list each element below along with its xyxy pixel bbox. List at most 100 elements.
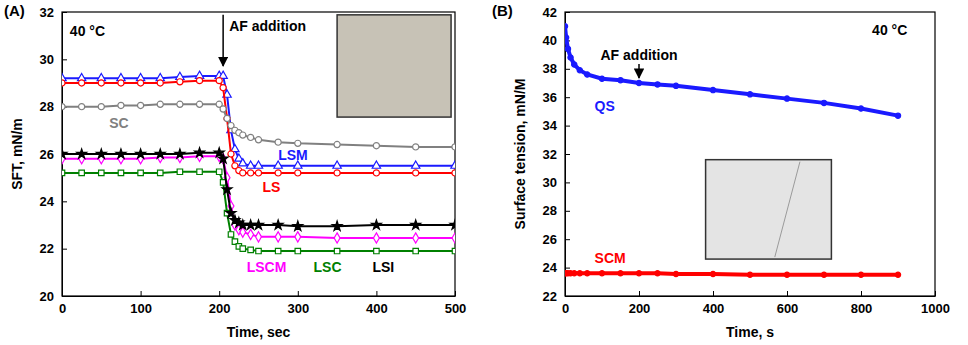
series-marker bbox=[118, 170, 123, 175]
series-marker bbox=[157, 101, 163, 107]
x-tick: 400 bbox=[703, 291, 725, 316]
y-tick: 28 bbox=[40, 99, 67, 114]
series-marker bbox=[248, 247, 253, 252]
series-marker bbox=[138, 80, 144, 86]
series-marker bbox=[821, 100, 826, 105]
series-marker bbox=[177, 169, 182, 174]
series-marker bbox=[673, 83, 678, 88]
x-tick: 600 bbox=[777, 291, 799, 316]
series-marker bbox=[220, 85, 226, 91]
series-label: LSC bbox=[314, 259, 342, 275]
series-marker bbox=[240, 246, 245, 251]
series-marker bbox=[218, 154, 228, 163]
x-tick-mark bbox=[787, 291, 788, 296]
series-marker bbox=[568, 55, 573, 60]
x-tick-mark bbox=[713, 291, 714, 296]
series-marker bbox=[858, 272, 863, 277]
x-tick: 300 bbox=[287, 291, 309, 316]
annotation-text: AF addition bbox=[601, 47, 678, 63]
series-marker bbox=[224, 115, 230, 121]
series-marker bbox=[858, 106, 863, 111]
y-tick-mark bbox=[565, 211, 570, 212]
series-marker bbox=[96, 149, 106, 158]
x-tick-mark bbox=[935, 291, 936, 296]
plot-frame bbox=[62, 12, 455, 296]
inset-detail bbox=[775, 162, 800, 257]
series-marker bbox=[116, 149, 126, 158]
series-marker bbox=[332, 221, 342, 230]
series-marker bbox=[256, 248, 261, 253]
series-marker bbox=[618, 78, 623, 83]
y-tick-mark bbox=[565, 154, 570, 155]
y-tick-mark bbox=[62, 249, 67, 250]
series-marker bbox=[295, 248, 300, 253]
y-tick-label: 28 bbox=[40, 99, 54, 114]
series-marker bbox=[273, 220, 283, 229]
x-tick-label: 1000 bbox=[921, 301, 950, 316]
series-marker bbox=[599, 76, 604, 81]
x-axis-title: Time, s bbox=[726, 324, 774, 340]
x-tick-label: 0 bbox=[562, 301, 569, 316]
series-marker bbox=[275, 232, 281, 242]
series-marker bbox=[413, 248, 418, 253]
y-tick: 22 bbox=[543, 289, 570, 304]
series-marker bbox=[228, 151, 234, 157]
x-tick: 400 bbox=[366, 291, 388, 316]
y-tick: 30 bbox=[543, 175, 570, 190]
series-line bbox=[565, 273, 898, 274]
y-tick-mark bbox=[565, 296, 570, 297]
series-marker bbox=[371, 220, 381, 229]
series-marker bbox=[373, 143, 379, 149]
series-line bbox=[62, 104, 455, 147]
series-marker bbox=[374, 248, 379, 253]
y-tick-mark bbox=[565, 12, 570, 13]
data-group bbox=[565, 24, 901, 278]
y-axis: 20222426283032 bbox=[40, 5, 67, 304]
series-marker bbox=[334, 170, 340, 176]
y-tick-mark bbox=[62, 296, 67, 297]
series-marker bbox=[228, 232, 233, 237]
series-marker bbox=[222, 184, 232, 193]
series-marker bbox=[599, 271, 604, 276]
series-marker bbox=[572, 62, 577, 67]
y-tick-label: 36 bbox=[543, 90, 557, 105]
series-marker bbox=[710, 87, 715, 92]
series-marker bbox=[138, 102, 144, 108]
y-tick-label: 38 bbox=[543, 61, 557, 76]
y-tick: 42 bbox=[543, 5, 570, 20]
series-marker bbox=[62, 80, 65, 86]
data-group bbox=[62, 71, 455, 254]
x-tick-mark bbox=[861, 291, 862, 296]
series-marker bbox=[254, 220, 264, 229]
series-marker bbox=[275, 139, 281, 145]
x-tick-label: 400 bbox=[366, 301, 388, 316]
x-tick: 800 bbox=[851, 291, 873, 316]
series-marker bbox=[240, 132, 246, 138]
series-marker bbox=[585, 72, 590, 77]
y-tick: 36 bbox=[543, 90, 570, 105]
x-tick-mark bbox=[141, 291, 142, 296]
series-marker bbox=[636, 271, 641, 276]
y-tick-mark bbox=[565, 182, 570, 183]
series-marker bbox=[411, 220, 421, 229]
y-tick: 30 bbox=[40, 52, 67, 67]
annotation-text: AF addition bbox=[229, 18, 306, 34]
series-marker bbox=[224, 115, 230, 121]
x-tick-label: 0 bbox=[59, 301, 66, 316]
x-tick-label: 300 bbox=[287, 301, 309, 316]
series-marker bbox=[655, 271, 660, 276]
y-tick-mark bbox=[565, 268, 570, 269]
series-marker bbox=[295, 170, 301, 176]
series-marker bbox=[413, 170, 419, 176]
series-marker bbox=[784, 272, 789, 277]
series-marker bbox=[895, 113, 900, 118]
series-marker bbox=[295, 232, 301, 242]
series-marker bbox=[195, 148, 205, 157]
x-tick-label: 500 bbox=[445, 301, 467, 316]
series-marker bbox=[334, 233, 340, 243]
chart-container: 010020030040050020222426283032Time, secS… bbox=[0, 0, 968, 345]
series-marker bbox=[334, 141, 340, 147]
series-marker bbox=[118, 102, 124, 108]
x-tick-mark bbox=[639, 291, 640, 296]
series-marker bbox=[452, 170, 455, 176]
